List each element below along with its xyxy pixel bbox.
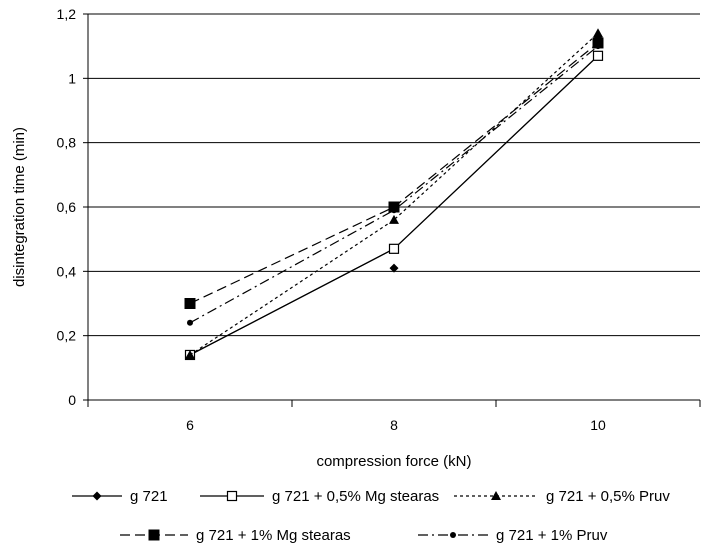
y-axis-title: disintegration time (min) — [11, 127, 28, 287]
legend-item: g 721 + 1% Pruv — [418, 527, 608, 544]
triangle-marker — [389, 215, 399, 224]
legend: g 721 g 721 + 0,5% Mg stearas g 721 + 0,5%… — [72, 488, 670, 544]
filled-square-marker — [185, 298, 196, 309]
gridlines — [88, 14, 700, 336]
series-5 — [187, 43, 601, 326]
legend-label: g 721 + 0,5% Mg stearas — [272, 488, 439, 505]
legend-item: g 721 + 0,5% Pruv — [454, 488, 670, 505]
x-tick-label: 8 — [390, 417, 398, 433]
legend-item: g 721 — [72, 488, 168, 505]
series-1 — [186, 32, 603, 359]
circle-marker — [391, 207, 397, 213]
open-square-marker — [594, 51, 603, 60]
legend-label: g 721 — [130, 488, 168, 505]
series-line — [190, 46, 598, 323]
y-tick-label: 0,8 — [57, 135, 77, 151]
series-line — [190, 33, 598, 355]
filled-square-marker — [149, 530, 160, 541]
diamond-marker — [93, 492, 102, 501]
circle-marker — [595, 43, 601, 49]
legend-item: g 721 + 0,5% Mg stearas — [200, 488, 439, 505]
circle-marker — [450, 532, 456, 538]
y-tick-label: 0,4 — [57, 263, 77, 279]
legend-item: g 721 + 1% Mg stearas — [120, 527, 351, 544]
x-tick-label: 10 — [590, 417, 606, 433]
y-tick-label: 0 — [68, 392, 76, 408]
triangle-marker — [593, 28, 603, 37]
open-square-marker — [228, 492, 237, 501]
legend-label: g 721 + 1% Pruv — [496, 527, 608, 544]
tick-labels: 0 0,2 0,4 0,6 0,8 1 1,2 6 8 10 — [57, 6, 606, 433]
open-square-marker — [390, 244, 399, 253]
y-tick-label: 1,2 — [57, 6, 77, 22]
y-tick-label: 0,6 — [57, 199, 77, 215]
legend-label: g 721 + 0,5% Pruv — [546, 488, 670, 505]
circle-marker — [187, 320, 193, 326]
y-tick-label: 1 — [68, 70, 76, 86]
x-axis-title: compression force (kN) — [316, 453, 471, 470]
x-tick-label: 6 — [186, 417, 194, 433]
legend-label: g 721 + 1% Mg stearas — [196, 527, 351, 544]
y-tick-label: 0,2 — [57, 328, 77, 344]
